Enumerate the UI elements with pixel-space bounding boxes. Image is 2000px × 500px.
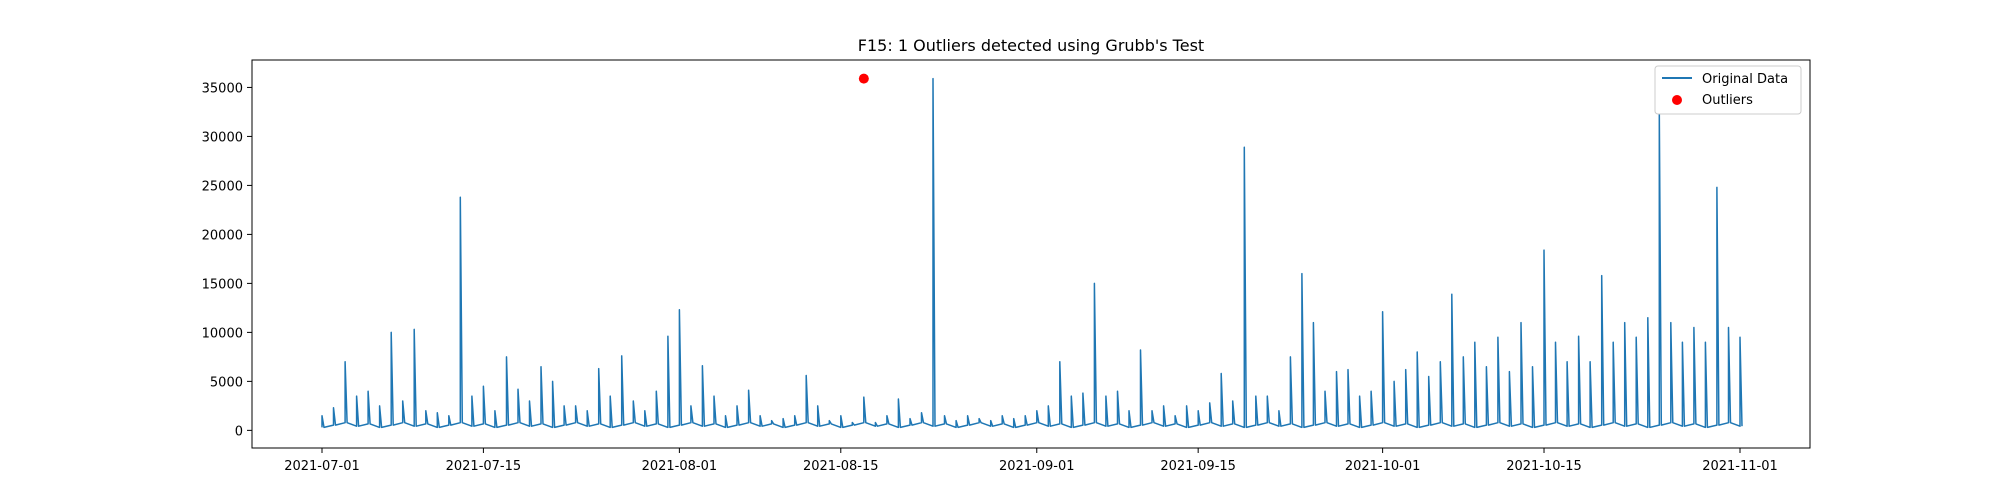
x-tick-label: 2021-11-01 [1702, 459, 1778, 474]
legend-label-outliers: Outliers [1702, 93, 1753, 108]
y-tick-label: 20000 [202, 228, 243, 243]
y-tick-label: 0 [235, 424, 243, 439]
series-line-original-data [321, 77, 1743, 429]
y-tick-label: 15000 [202, 277, 243, 292]
x-tick-label: 2021-10-01 [1345, 459, 1421, 474]
x-tick-label: 2021-09-15 [1160, 459, 1236, 474]
y-tick-label: 10000 [202, 326, 243, 341]
axes-frame [251, 59, 1811, 449]
x-tick-label: 2021-09-01 [999, 459, 1075, 474]
y-tick-label: 30000 [202, 130, 243, 145]
legend: Original Data Outliers [1654, 65, 1802, 115]
y-tick-label: 5000 [210, 375, 243, 390]
x-axis: 2021-07-01 2021-07-15 2021-08-01 2021-08-15… [284, 448, 1778, 474]
y-axis: 0 5000 10000 15000 20000 25000 30000 35000 [202, 81, 252, 439]
chart-title: F15: 1 Outliers detected using Grubb's T… [858, 36, 1204, 55]
y-tick-label: 25000 [202, 179, 243, 194]
x-tick-label: 2021-07-01 [284, 459, 360, 474]
x-tick-label: 2021-08-01 [642, 459, 718, 474]
x-tick-label: 2021-10-15 [1506, 459, 1582, 474]
legend-outlier-swatch [1672, 95, 1682, 105]
x-tick-label: 2021-08-15 [803, 459, 879, 474]
outlier-point [858, 73, 869, 84]
legend-label-original-data: Original Data [1702, 72, 1788, 87]
plot-area [321, 73, 1743, 429]
y-tick-label: 35000 [202, 81, 243, 96]
x-tick-label: 2021-07-15 [446, 459, 522, 474]
